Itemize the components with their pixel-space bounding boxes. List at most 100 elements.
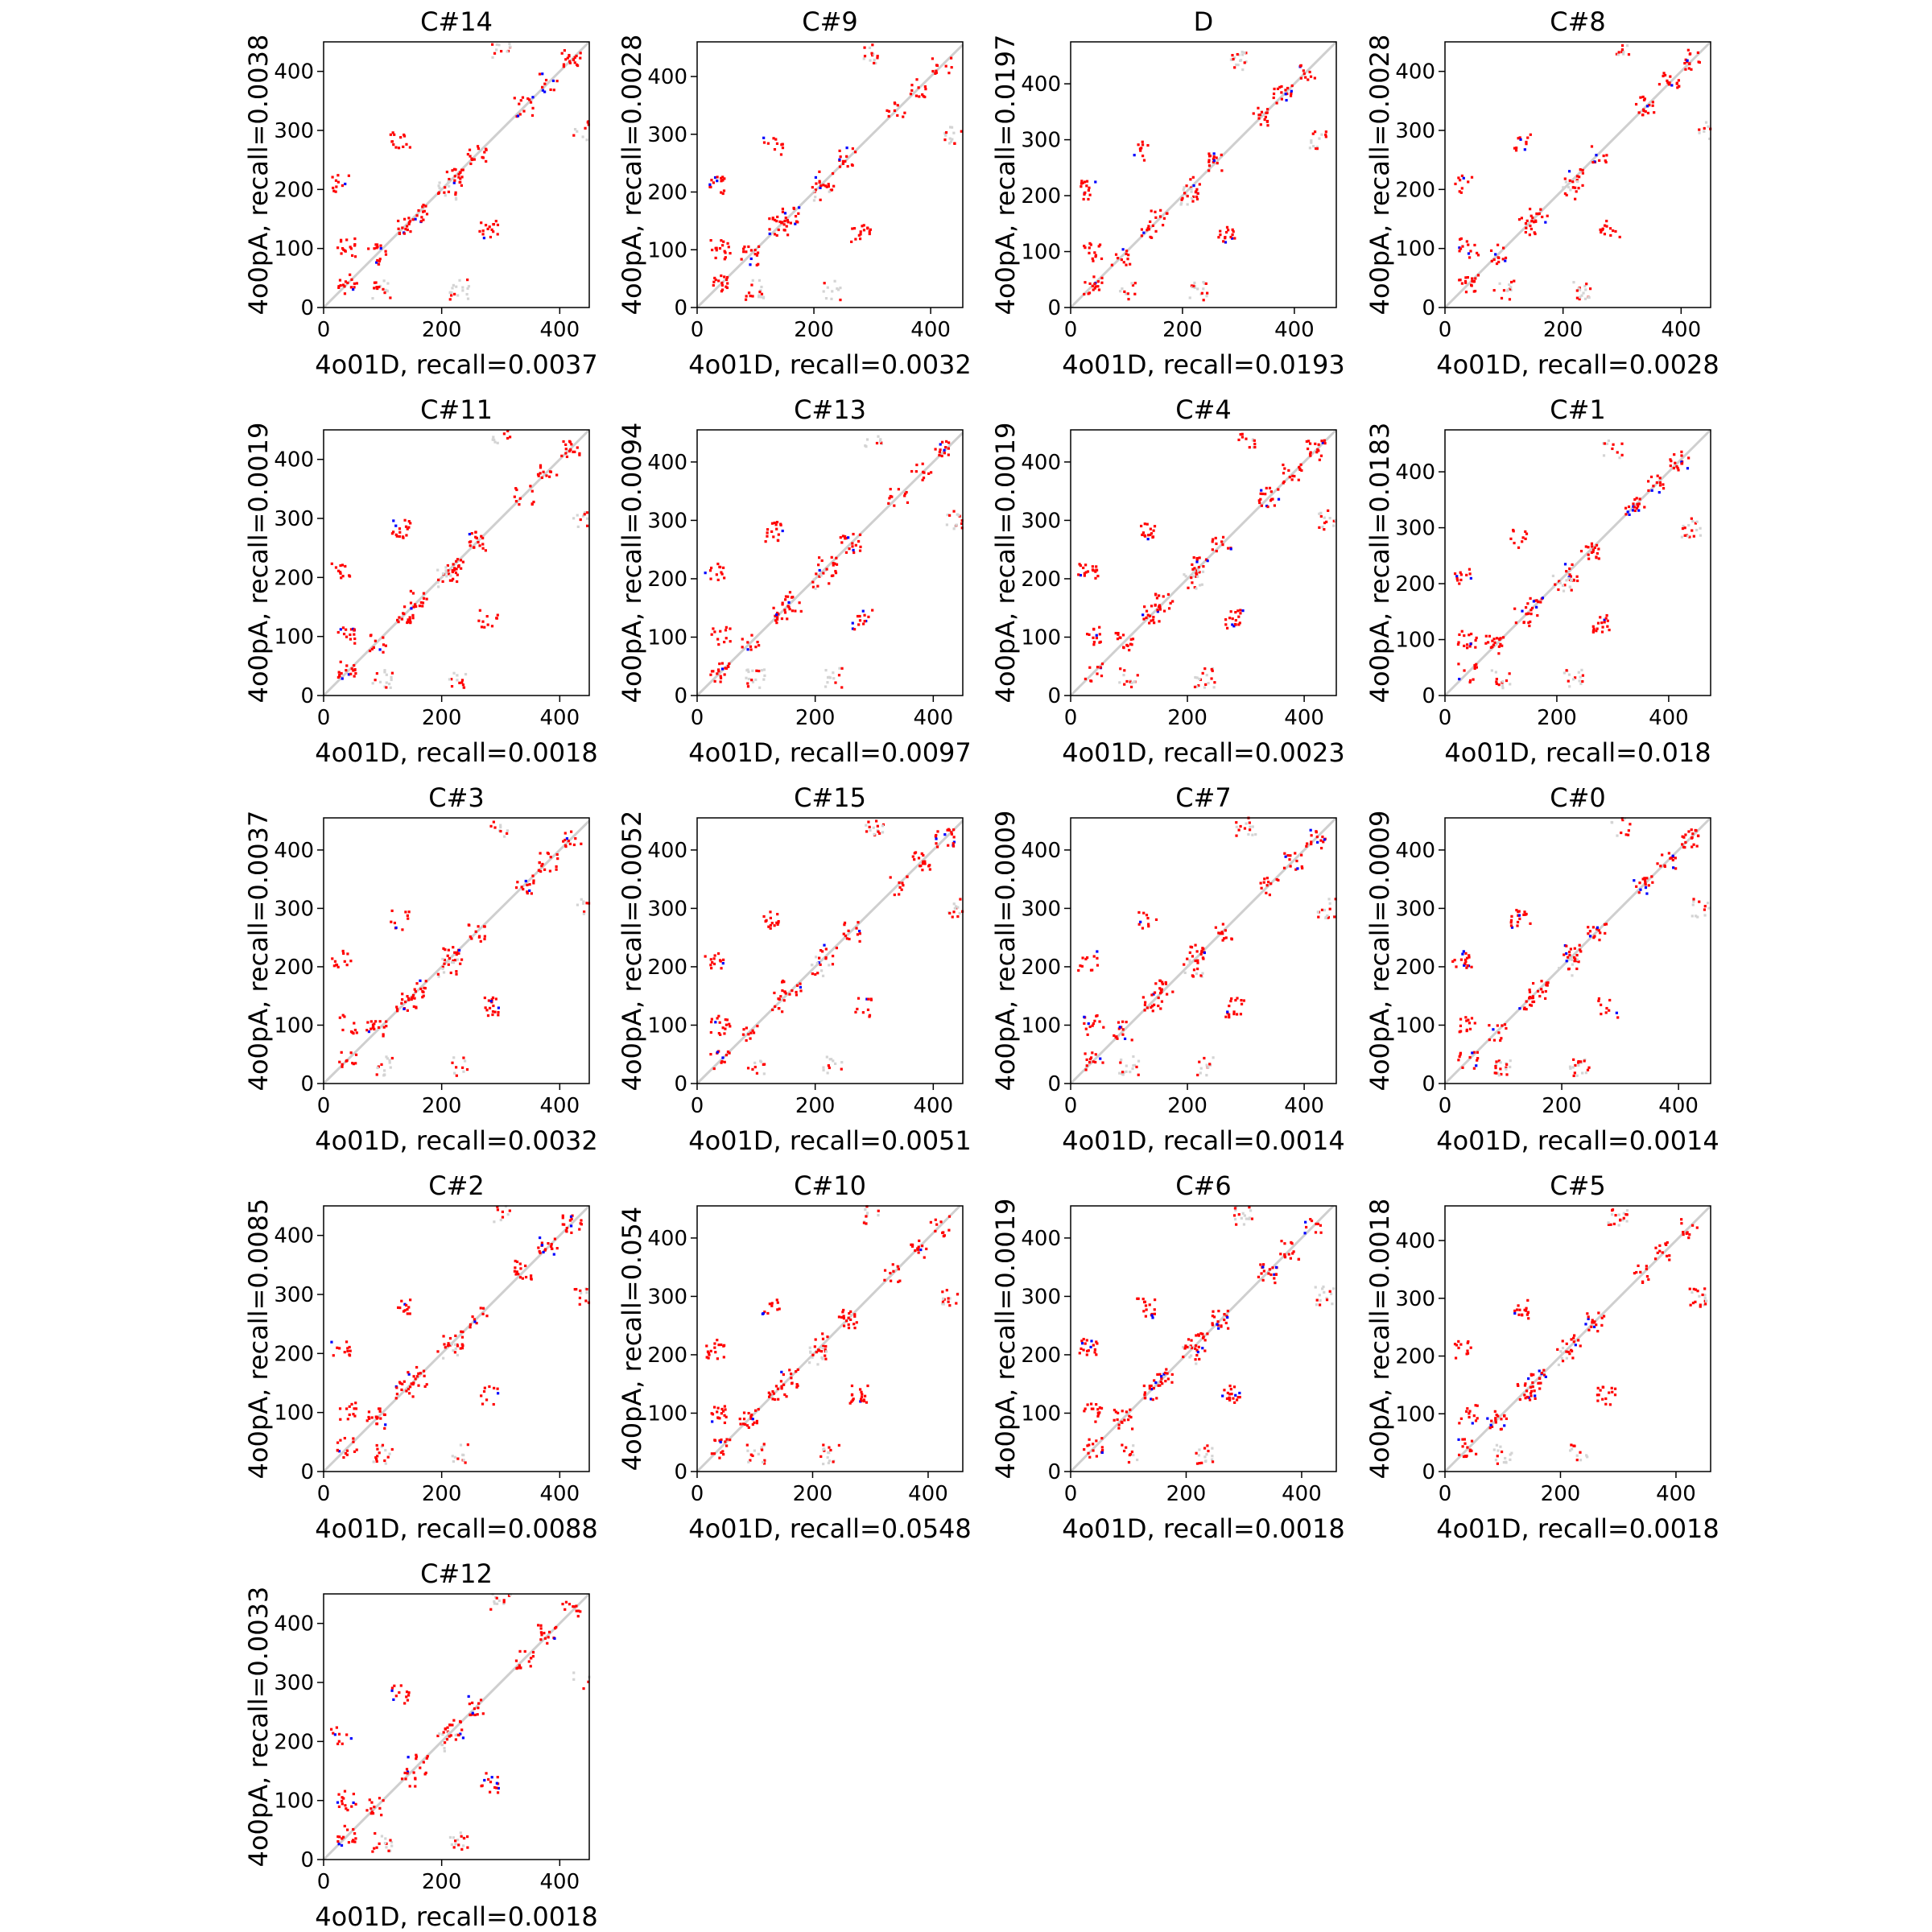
- contact-point: [1528, 990, 1532, 993]
- contact-point: [531, 874, 535, 877]
- contact-point: [1530, 227, 1533, 231]
- contact-point: [1516, 1383, 1519, 1386]
- contact-points: [1077, 432, 1337, 689]
- contact-point: [334, 179, 338, 182]
- contact-point: [1212, 1056, 1215, 1059]
- contact-point: [820, 559, 824, 563]
- contact-point: [564, 832, 567, 835]
- contact-point: [814, 956, 818, 959]
- contact-point: [352, 1437, 355, 1440]
- contact-point: [338, 1016, 341, 1019]
- contact-point: [1195, 685, 1199, 688]
- y-tick-label: 0: [1422, 684, 1435, 708]
- contact-point: [1297, 1257, 1301, 1261]
- contact-point: [811, 972, 814, 976]
- contact-point: [495, 1596, 498, 1600]
- contact-point: [1494, 1417, 1497, 1420]
- contact-point: [869, 59, 872, 62]
- contact-point: [1153, 621, 1156, 625]
- contact-point: [819, 574, 823, 577]
- contact-point: [1494, 1459, 1498, 1462]
- contact-point: [1230, 1393, 1233, 1396]
- contact-point: [411, 1382, 415, 1386]
- contact-point: [452, 167, 456, 171]
- contact-point: [345, 628, 348, 631]
- contact-point: [878, 832, 881, 835]
- contact-point: [354, 1402, 357, 1405]
- contact-point: [422, 218, 425, 221]
- contact-point: [380, 1063, 383, 1067]
- contact-point: [1493, 641, 1496, 644]
- x-tick-label: 0: [317, 1094, 331, 1118]
- contact-point: [518, 102, 521, 105]
- contact-point: [1082, 197, 1085, 201]
- contact-point: [1518, 1308, 1521, 1311]
- contact-point: [1092, 643, 1096, 646]
- contact-point: [1221, 535, 1225, 539]
- contact-point: [1315, 147, 1318, 151]
- contact-point: [930, 471, 933, 474]
- contact-point: [1497, 260, 1501, 264]
- contact-point: [857, 233, 861, 237]
- contact-point: [460, 1835, 463, 1838]
- contact-point: [1207, 682, 1210, 685]
- contact-point: [451, 1724, 454, 1727]
- contact-point: [412, 1375, 415, 1378]
- contact-point: [388, 1452, 391, 1455]
- contact-point: [579, 1610, 582, 1613]
- contact-point: [1239, 824, 1242, 828]
- contact-point: [1154, 918, 1158, 922]
- contact-point: [1260, 489, 1263, 492]
- contact-point: [1465, 240, 1468, 243]
- contact-point: [716, 175, 719, 179]
- contact-point: [713, 276, 716, 280]
- contact-point: [568, 1603, 572, 1606]
- contact-point: [1098, 1020, 1101, 1023]
- contact-point: [1508, 283, 1511, 287]
- contact-point: [1201, 1347, 1204, 1350]
- contact-point: [404, 525, 408, 528]
- contact-point: [1611, 1208, 1614, 1212]
- contact-point: [332, 964, 336, 968]
- contact-point: [553, 1627, 557, 1630]
- contact-point: [1259, 123, 1262, 126]
- contact-point: [1629, 823, 1632, 826]
- contact-point: [539, 1624, 543, 1627]
- contact-point: [783, 609, 786, 612]
- contact-point: [1525, 1395, 1529, 1399]
- contact-point: [1117, 1426, 1121, 1430]
- contact-point: [367, 247, 370, 250]
- contact-point: [723, 258, 726, 261]
- contact-point: [446, 954, 449, 957]
- contact-point: [773, 147, 777, 151]
- contact-points: [331, 820, 591, 1077]
- contact-point: [1331, 1302, 1334, 1306]
- contact-point: [366, 1021, 369, 1024]
- contact-point: [1455, 575, 1459, 578]
- contact-point: [1703, 1296, 1707, 1300]
- contact-point: [935, 842, 938, 845]
- contact-point: [350, 278, 353, 281]
- contact-point: [1120, 1058, 1123, 1062]
- contact-point: [1239, 1013, 1243, 1016]
- contact-point: [1189, 1354, 1193, 1357]
- contact-point: [371, 296, 374, 300]
- contact-point: [561, 1223, 564, 1226]
- contact-point: [506, 50, 509, 53]
- contact-point: [1495, 637, 1499, 640]
- contact-point: [382, 650, 385, 654]
- contact-point: [1517, 218, 1521, 221]
- contact-point: [757, 1452, 760, 1455]
- contact-point: [447, 1731, 450, 1734]
- contact-point: [402, 612, 406, 616]
- contact-point: [1502, 246, 1505, 250]
- contact-point: [728, 662, 731, 666]
- contact-point: [1180, 201, 1183, 204]
- contact-point: [1671, 858, 1674, 862]
- contact-point: [488, 1006, 492, 1009]
- contact-point: [775, 613, 778, 617]
- contact-point: [481, 1312, 485, 1315]
- contact-point: [1166, 1372, 1169, 1375]
- contact-point: [398, 231, 401, 235]
